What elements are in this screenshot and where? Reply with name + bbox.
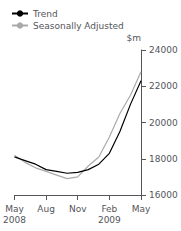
svg-text:18000: 18000 [149, 154, 178, 164]
svg-text:May: May [132, 204, 151, 214]
svg-text:$m: $m [127, 33, 142, 43]
svg-text:22000: 22000 [149, 81, 178, 91]
svg-text:Seasonally Adjusted: Seasonally Adjusted [33, 21, 124, 31]
svg-text:Feb: Feb [101, 204, 117, 214]
svg-text:16000: 16000 [149, 190, 178, 200]
svg-text:May: May [5, 204, 24, 214]
svg-text:24000: 24000 [149, 45, 178, 55]
svg-text:Nov: Nov [69, 204, 87, 214]
svg-text:Trend: Trend [32, 9, 58, 19]
svg-text:Aug: Aug [37, 204, 55, 214]
svg-text:20000: 20000 [149, 118, 178, 128]
svg-text:2009: 2009 [98, 215, 121, 225]
svg-text:2008: 2008 [3, 215, 26, 225]
